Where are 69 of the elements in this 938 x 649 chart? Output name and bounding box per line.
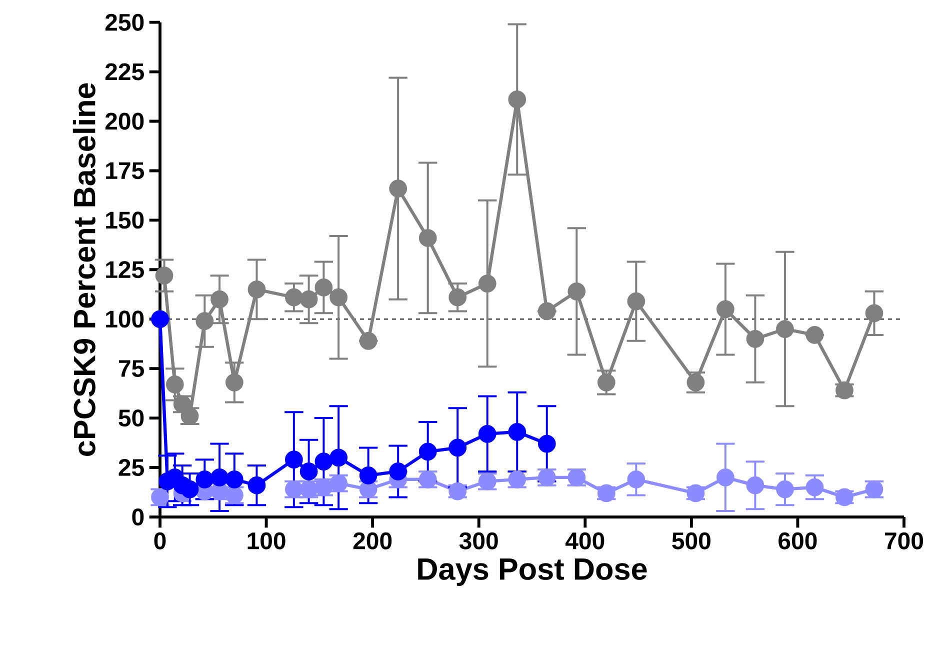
point: [597, 374, 616, 392]
point: [418, 442, 437, 461]
y-tick-label: 175: [106, 162, 144, 180]
x-tick-label: 0: [154, 532, 166, 550]
point: [508, 90, 526, 108]
point: [686, 484, 705, 502]
point: [568, 282, 586, 300]
point: [151, 310, 169, 328]
point: [478, 274, 496, 292]
point: [746, 476, 764, 494]
point: [806, 326, 824, 344]
point: [627, 470, 646, 488]
x-tick-label: 700: [884, 532, 924, 550]
point: [314, 452, 333, 471]
point: [597, 484, 616, 502]
y-axis-title: cPCSK9 Percent Baseline: [72, 83, 96, 456]
point: [538, 302, 556, 320]
point: [196, 312, 214, 330]
y-tick-label: 150: [106, 212, 144, 229]
y-tick-label: 225: [105, 63, 144, 80]
point: [389, 180, 408, 198]
point: [508, 422, 526, 441]
point: [776, 320, 794, 338]
point: [225, 470, 244, 488]
point: [284, 450, 303, 469]
point: [448, 288, 467, 306]
point: [716, 468, 734, 486]
y-tick-label: 0: [132, 508, 144, 526]
point: [746, 330, 764, 348]
y-tick-label: 125: [106, 261, 144, 278]
point: [716, 300, 734, 318]
point: [166, 375, 184, 394]
x-tick-label: 600: [778, 532, 817, 550]
y-tick-label: 200: [105, 112, 144, 130]
y-tick-label: 75: [118, 360, 144, 377]
point: [359, 466, 378, 484]
point: [478, 424, 496, 443]
y-tick-label: 250: [105, 14, 144, 31]
point: [210, 290, 228, 308]
point: [155, 266, 174, 285]
x-tick-label: 200: [353, 532, 392, 550]
point: [180, 480, 199, 498]
point: [538, 434, 556, 453]
point: [389, 462, 408, 480]
y-tick-label: 100: [106, 310, 144, 328]
x-tick-label: 300: [459, 532, 498, 550]
point: [359, 332, 378, 350]
y-tick-label: 50: [118, 410, 144, 427]
x-tick-label: 500: [672, 532, 710, 550]
x-tick-label: 100: [248, 532, 286, 550]
point: [418, 229, 437, 247]
point: [300, 290, 318, 308]
x-tick-label: 400: [565, 532, 604, 550]
point: [330, 448, 348, 467]
point: [314, 278, 333, 296]
point: [248, 476, 266, 494]
point: [448, 482, 467, 500]
point: [776, 480, 794, 498]
point: [330, 288, 348, 306]
point: [806, 478, 824, 496]
point: [225, 374, 244, 392]
point: [248, 280, 266, 298]
x-axis-title: Days Post Dose: [418, 558, 647, 586]
point: [836, 488, 854, 506]
point: [627, 292, 646, 310]
point: [448, 438, 467, 457]
point: [865, 304, 884, 322]
y-tick-label: 25: [118, 459, 144, 476]
point: [284, 288, 303, 306]
